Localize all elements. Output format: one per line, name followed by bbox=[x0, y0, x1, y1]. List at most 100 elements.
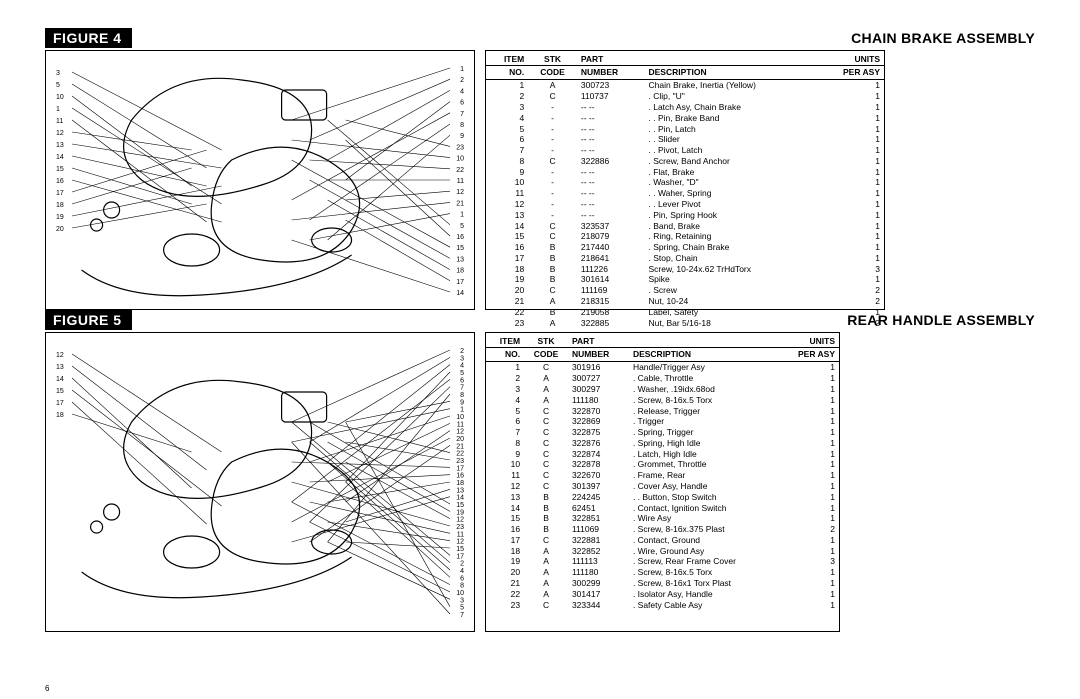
cell-description: Screw, 10-24x.62 TrHdTorx bbox=[645, 263, 817, 274]
svg-text:9: 9 bbox=[460, 133, 464, 140]
table-row: 10 C 322878 . Grommet, Throttle 1 bbox=[486, 459, 839, 470]
cell-item-no: 18 bbox=[486, 263, 528, 274]
parts-table: ITEM STK PART UNITS NO. CODE NUMBER DESC… bbox=[486, 333, 839, 610]
col-item: ITEM bbox=[486, 51, 528, 66]
cell-stk-code: B bbox=[528, 263, 577, 274]
table-row: 9 C 322874 . Latch, High Idle 1 bbox=[486, 448, 839, 459]
cell-units: 1 bbox=[778, 481, 839, 492]
svg-text:23: 23 bbox=[456, 524, 464, 531]
table-row: 16 B 111069 . Screw, 8-16x.375 Plast 2 bbox=[486, 524, 839, 535]
table-row: 2 C 110737 . Clip, "U" 1 bbox=[486, 91, 884, 102]
cell-units: 1 bbox=[817, 242, 884, 253]
cell-item-no: 19 bbox=[486, 274, 528, 285]
cell-part-number: 111113 bbox=[568, 556, 629, 567]
cell-description: . Contact, Ignition Switch bbox=[629, 502, 778, 513]
svg-text:3: 3 bbox=[56, 70, 60, 77]
cell-stk-code: A bbox=[524, 588, 568, 599]
cell-description: . Band, Brake bbox=[645, 220, 817, 231]
svg-text:8: 8 bbox=[460, 583, 464, 590]
page: FIGURE 4CHAIN BRAKE ASSEMBLY124678923102… bbox=[0, 0, 1080, 699]
cell-description: . . Pin, Latch bbox=[645, 123, 817, 134]
cell-part-number: 111069 bbox=[568, 524, 629, 535]
cell-part-number: -- -- bbox=[577, 209, 645, 220]
svg-text:7: 7 bbox=[460, 612, 464, 619]
table-row: 18 B 111226 Screw, 10-24x.62 TrHdTorx 3 bbox=[486, 263, 884, 274]
cell-description: . Screw, Rear Frame Cover bbox=[629, 556, 778, 567]
figure-label: FIGURE 4 bbox=[45, 28, 132, 48]
cell-item-no: 13 bbox=[486, 491, 524, 502]
svg-text:20: 20 bbox=[456, 436, 464, 443]
svg-text:13: 13 bbox=[56, 364, 64, 371]
cell-stk-code: B bbox=[524, 513, 568, 524]
cell-item-no: 22 bbox=[486, 306, 528, 317]
cell-part-number: 322874 bbox=[568, 448, 629, 459]
table-row: 21 A 218315 Nut, 10-24 2 bbox=[486, 296, 884, 307]
table-row: 18 A 322852 . Wire, Ground Asy 1 bbox=[486, 545, 839, 556]
cell-description: . Grommet, Throttle bbox=[629, 459, 778, 470]
svg-text:10: 10 bbox=[56, 94, 64, 101]
svg-text:5: 5 bbox=[460, 605, 464, 612]
title-gap bbox=[132, 28, 852, 48]
table-row: 17 C 322881 . Contact, Ground 1 bbox=[486, 535, 839, 546]
cell-stk-code: A bbox=[528, 317, 577, 328]
cell-description: . Screw, 8-16x.5 Torx bbox=[629, 567, 778, 578]
cell-item-no: 5 bbox=[486, 123, 528, 134]
svg-text:1: 1 bbox=[460, 66, 464, 73]
cell-item-no: 21 bbox=[486, 578, 524, 589]
cell-part-number: 218315 bbox=[577, 296, 645, 307]
cell-units: 1 bbox=[778, 567, 839, 578]
cell-units: 1 bbox=[778, 373, 839, 384]
title-row: FIGURE 4 CHAIN BRAKE ASSEMBLY bbox=[45, 28, 1035, 48]
parts-table: ITEM STK PART UNITS NO. CODE NUMBER DESC… bbox=[486, 51, 884, 328]
cell-description: . Pin, Spring Hook bbox=[645, 209, 817, 220]
cell-description: . . Pin, Brake Band bbox=[645, 112, 817, 123]
table-row: 3 - -- -- . Latch Asy, Chain Brake 1 bbox=[486, 102, 884, 113]
cell-stk-code: - bbox=[528, 188, 577, 199]
col-desc: DESCRIPTION bbox=[629, 348, 778, 362]
table-row: 20 C 111169 . Screw 2 bbox=[486, 285, 884, 296]
svg-text:17: 17 bbox=[56, 190, 64, 197]
table-row: 1 A 300723 Chain Brake, Inertia (Yellow)… bbox=[486, 80, 884, 91]
table-row: 11 C 322670 . Frame, Rear 1 bbox=[486, 470, 839, 481]
assembly-title: CHAIN BRAKE ASSEMBLY bbox=[851, 28, 1035, 48]
cell-units: 1 bbox=[778, 427, 839, 438]
svg-text:19: 19 bbox=[456, 509, 464, 516]
cell-stk-code: C bbox=[528, 285, 577, 296]
col-units: UNITS bbox=[817, 51, 884, 66]
cell-part-number: 300727 bbox=[568, 373, 629, 384]
cell-item-no: 11 bbox=[486, 470, 524, 481]
svg-text:10: 10 bbox=[456, 590, 464, 597]
svg-text:8: 8 bbox=[460, 392, 464, 399]
cell-stk-code: A bbox=[524, 545, 568, 556]
svg-text:14: 14 bbox=[456, 495, 464, 502]
svg-text:12: 12 bbox=[456, 517, 464, 524]
cell-item-no: 9 bbox=[486, 166, 528, 177]
diagram-body bbox=[82, 78, 360, 295]
svg-text:5: 5 bbox=[460, 370, 464, 377]
cell-part-number: 218079 bbox=[577, 231, 645, 242]
cell-item-no: 20 bbox=[486, 285, 528, 296]
table-row: 10 - -- -- . Washer, "D" 1 bbox=[486, 177, 884, 188]
cell-units: 1 bbox=[778, 535, 839, 546]
cell-description: . Contact, Ground bbox=[629, 535, 778, 546]
table-row: 12 - -- -- . . Lever Pivot 1 bbox=[486, 199, 884, 210]
col-stk: CODE bbox=[524, 348, 568, 362]
cell-stk-code: - bbox=[528, 145, 577, 156]
cell-units: 1 bbox=[817, 102, 884, 113]
cell-part-number: 62451 bbox=[568, 502, 629, 513]
cell-part-number: -- -- bbox=[577, 145, 645, 156]
svg-text:6: 6 bbox=[460, 575, 464, 582]
cell-description: . Latch, High Idle bbox=[629, 448, 778, 459]
cell-description: . Stop, Chain bbox=[645, 253, 817, 264]
col-item: NO. bbox=[486, 348, 524, 362]
cell-part-number: 322870 bbox=[568, 405, 629, 416]
cell-item-no: 15 bbox=[486, 513, 524, 524]
svg-text:12: 12 bbox=[456, 539, 464, 546]
cell-item-no: 4 bbox=[486, 112, 528, 123]
cell-description: . Safety Cable Asy bbox=[629, 599, 778, 610]
cell-stk-code: C bbox=[524, 599, 568, 610]
svg-text:2: 2 bbox=[460, 561, 464, 568]
cell-item-no: 2 bbox=[486, 91, 528, 102]
cell-stk-code: A bbox=[524, 556, 568, 567]
table-row: 14 C 323537 . Band, Brake 1 bbox=[486, 220, 884, 231]
